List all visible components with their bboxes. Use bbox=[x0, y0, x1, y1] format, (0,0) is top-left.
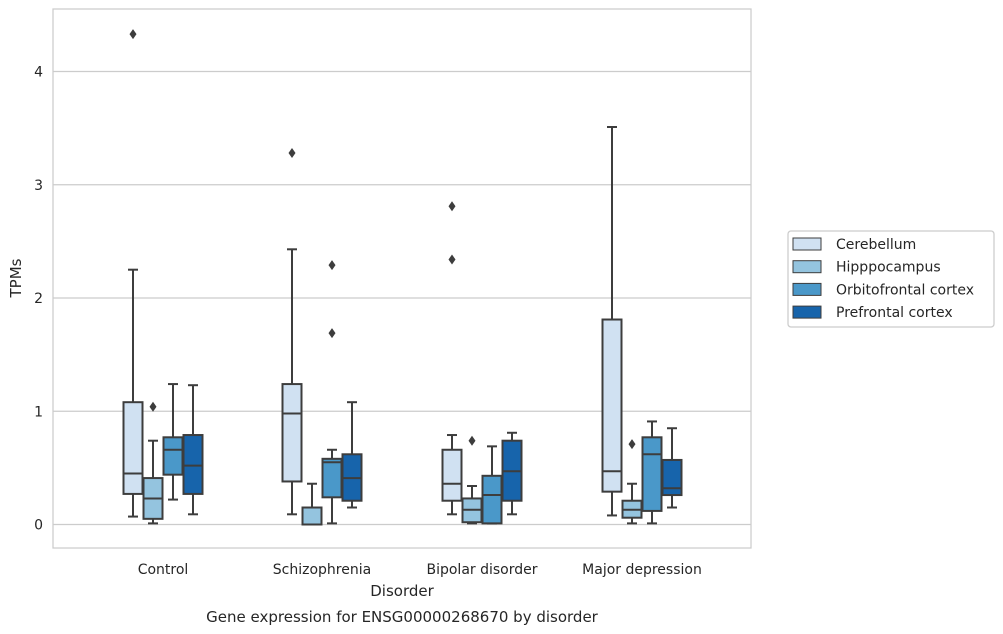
outlier-point bbox=[448, 254, 456, 265]
box-hipppocampus-3 bbox=[621, 439, 643, 525]
outlier-point bbox=[288, 148, 296, 159]
box-body bbox=[481, 474, 503, 525]
outlier-point bbox=[468, 435, 476, 446]
legend-label: Hipppocampus bbox=[836, 260, 941, 276]
legend-swatch bbox=[792, 260, 822, 274]
box-body bbox=[281, 383, 303, 483]
box-orbitofrontal-cortex-0 bbox=[162, 383, 184, 501]
x-tick-labels: Control Schizophrenia Bipolar disorder Majo… bbox=[138, 562, 702, 578]
y-tick-label: 4 bbox=[34, 65, 43, 81]
box-body bbox=[601, 318, 623, 493]
box-cerebellum-1 bbox=[281, 148, 303, 516]
y-tick-label: 1 bbox=[34, 404, 43, 420]
box-prefrontal-cortex-2 bbox=[501, 431, 523, 516]
x-tick-label: Major depression bbox=[582, 562, 702, 578]
outlier-point bbox=[328, 260, 336, 271]
x-axis-label: Disorder bbox=[370, 582, 434, 600]
legend-label: Orbitofrontal cortex bbox=[836, 282, 974, 298]
box-prefrontal-cortex-1 bbox=[341, 401, 363, 509]
x-tick-label: Bipolar disorder bbox=[426, 562, 537, 578]
box-body bbox=[162, 436, 184, 476]
box-body bbox=[122, 401, 144, 495]
x-tick-label: Schizophrenia bbox=[273, 562, 371, 578]
grid-layer bbox=[53, 70, 751, 526]
outlier-point bbox=[448, 201, 456, 212]
outlier-point bbox=[328, 328, 336, 339]
y-tick-labels: 0 1 2 3 4 bbox=[34, 65, 43, 534]
legend-swatch bbox=[792, 237, 822, 251]
box-cerebellum-3 bbox=[601, 125, 623, 517]
box-hipppocampus-0 bbox=[142, 401, 164, 525]
outlier-point bbox=[129, 29, 137, 40]
box-cerebellum-2 bbox=[441, 201, 463, 516]
legend-label: Prefrontal cortex bbox=[836, 305, 953, 321]
outlier-point bbox=[628, 439, 636, 450]
box-body bbox=[661, 458, 683, 497]
y-tick-label: 3 bbox=[34, 178, 43, 194]
y-axis-label: TPMs bbox=[7, 258, 25, 298]
legend-swatch bbox=[792, 282, 822, 296]
legend: Cerebellum Hipppocampus Orbitofrontal cort… bbox=[787, 230, 995, 328]
legend-swatch bbox=[792, 305, 822, 319]
plot-frame bbox=[52, 8, 752, 549]
chart-caption: Gene expression for ENSG00000268670 by d… bbox=[206, 608, 599, 626]
y-tick-label: 2 bbox=[34, 291, 43, 307]
box-hipppocampus-1 bbox=[301, 482, 323, 526]
x-tick-label: Control bbox=[138, 562, 189, 578]
box-prefrontal-cortex-0 bbox=[182, 384, 204, 516]
box-body bbox=[441, 448, 463, 502]
box-orbitofrontal-cortex-3 bbox=[641, 420, 663, 525]
box-orbitofrontal-cortex-2 bbox=[481, 445, 503, 525]
box-orbitofrontal-cortex-1 bbox=[321, 260, 343, 525]
box-body bbox=[182, 434, 204, 495]
outlier-point bbox=[149, 401, 157, 412]
box-body bbox=[301, 506, 323, 526]
box-cerebellum-0 bbox=[122, 29, 144, 518]
boxes-layer bbox=[122, 29, 683, 526]
box-body bbox=[321, 457, 343, 499]
y-tick-label: 0 bbox=[34, 518, 43, 534]
legend-frame bbox=[787, 230, 995, 328]
legend-label: Cerebellum bbox=[836, 237, 916, 253]
box-body bbox=[641, 436, 663, 512]
box-prefrontal-cortex-3 bbox=[661, 427, 683, 509]
box-hipppocampus-2 bbox=[461, 435, 483, 525]
